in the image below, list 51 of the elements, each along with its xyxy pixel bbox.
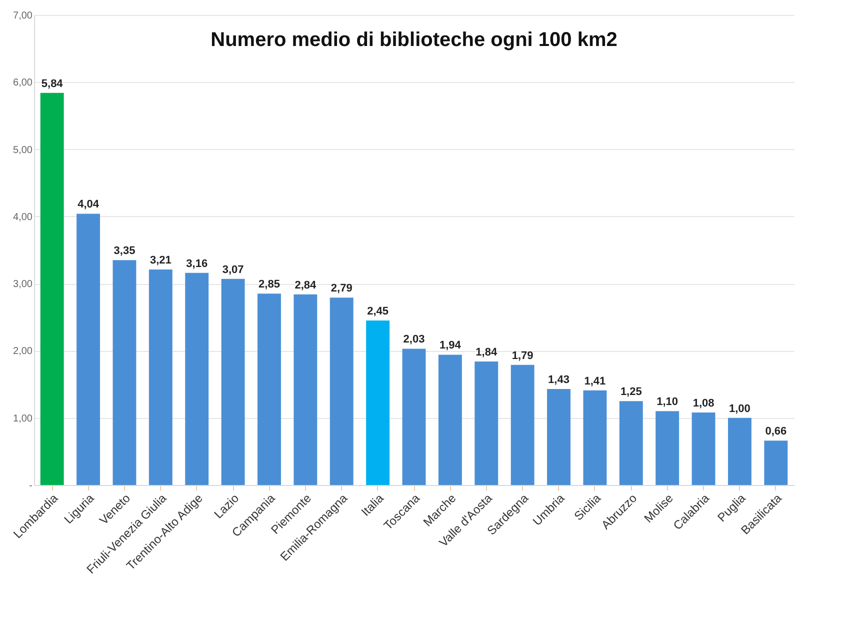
data-label: 2,84 — [294, 279, 318, 292]
bar — [728, 418, 752, 485]
y-tick-label: 5,00 — [13, 144, 33, 156]
bar — [258, 294, 281, 485]
bar — [366, 320, 390, 485]
data-label: 5,84 — [41, 78, 64, 90]
data-label: 3,35 — [114, 245, 136, 258]
y-tick-label: - — [29, 480, 32, 492]
bar — [185, 272, 209, 485]
bar — [474, 361, 498, 485]
data-label: 2,79 — [330, 282, 352, 295]
y-tick-label: 6,00 — [13, 78, 33, 89]
data-label: 4,04 — [78, 198, 100, 211]
data-label: 1,25 — [620, 386, 642, 398]
bar — [294, 294, 318, 485]
data-label: 1,41 — [584, 375, 606, 388]
data-label: 1,94 — [439, 340, 462, 352]
bar — [148, 269, 172, 485]
data-label: 2,85 — [258, 278, 280, 291]
y-tick-label: 7,00 — [13, 10, 33, 22]
bar — [656, 411, 680, 485]
data-label: 3,21 — [150, 254, 172, 266]
data-label: 3,07 — [222, 264, 244, 276]
data-label: 1,08 — [692, 397, 714, 410]
bar — [112, 260, 136, 485]
data-label: 1,79 — [512, 350, 534, 362]
data-label: 1,84 — [476, 346, 498, 358]
y-tick-label: 1,00 — [13, 413, 33, 424]
data-label: 2,03 — [403, 334, 425, 346]
y-tick-label: 3,00 — [13, 279, 33, 290]
bar — [764, 440, 788, 485]
bar — [76, 214, 100, 485]
data-label: 0,66 — [765, 426, 787, 438]
bar — [692, 412, 716, 485]
bar — [619, 401, 643, 485]
bar — [330, 298, 354, 485]
bar — [583, 390, 607, 485]
y-tick-label: 2,00 — [13, 346, 33, 358]
data-label: 2,45 — [367, 306, 389, 318]
bar — [40, 92, 64, 485]
bar — [438, 354, 462, 485]
y-tick-label: 4,00 — [13, 212, 33, 223]
data-label: 1,00 — [729, 402, 750, 415]
bar — [510, 364, 534, 485]
data-label: 3,16 — [186, 258, 208, 270]
data-label: 1,43 — [548, 374, 570, 386]
data-label: 1,10 — [656, 396, 678, 408]
bar — [402, 348, 426, 485]
bar — [547, 388, 570, 485]
bar — [221, 278, 245, 485]
text: Numero medio di biblioteche ogni 100 km2 — [210, 29, 618, 51]
